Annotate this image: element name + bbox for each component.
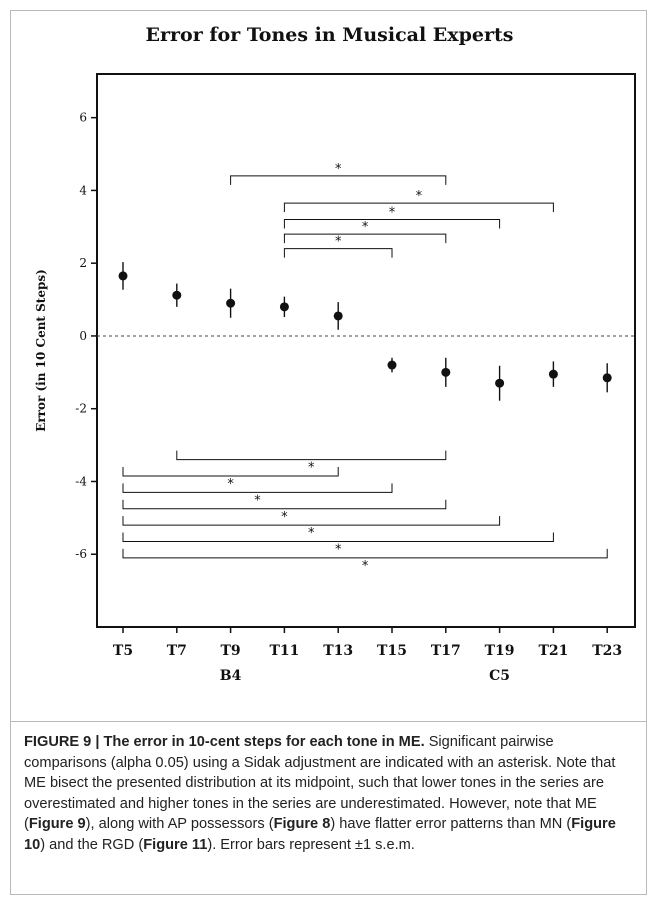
- significance-asterisk: *: [308, 461, 315, 476]
- significance-asterisk: *: [335, 543, 342, 558]
- significance-asterisk: *: [227, 477, 234, 492]
- figure-frame: [10, 10, 647, 895]
- comparison-bracket: *: [122, 532, 554, 558]
- x-sub-label: B4: [220, 668, 242, 684]
- point-marker: [495, 378, 505, 388]
- significance-asterisk: *: [362, 559, 369, 574]
- significance-asterisk: *: [335, 235, 342, 250]
- bracket-line: [122, 483, 393, 493]
- caption-text-3: ) have flatter error patterns than MN (: [330, 816, 572, 833]
- bracket-line: [230, 175, 447, 185]
- data-points: [118, 262, 612, 401]
- significance-asterisk: *: [389, 206, 396, 221]
- significance-asterisk: *: [254, 493, 261, 508]
- bracket-line: [122, 548, 608, 559]
- caption-text-1: Significant pairwise comparisons (alpha …: [24, 734, 616, 833]
- bracket-line: [122, 467, 339, 477]
- point-marker: [226, 298, 236, 308]
- caption-ref-figure-10[interactable]: Figure 10: [24, 816, 616, 853]
- significance-asterisk: *: [308, 526, 315, 541]
- x-sub-label: C5: [489, 668, 510, 684]
- bracket-line: [283, 202, 554, 213]
- bracket-line: [122, 499, 447, 510]
- chart-canvas: 6 4 2 0 -2 -4 -6 T5 T7 T9 T11 T13 T15 T17 T19 T21 T23 B4…: [34, 73, 636, 684]
- x-tick-label: T23: [592, 643, 622, 659]
- comparison-bracket: *: [122, 467, 339, 492]
- significance-asterisk: *: [416, 189, 423, 204]
- significance-asterisk: *: [335, 162, 342, 177]
- data-point: [279, 296, 289, 318]
- comparison-bracket: *: [176, 450, 447, 476]
- caption-divider: [10, 721, 647, 722]
- bracket-line: [283, 248, 393, 258]
- point-marker: [441, 367, 451, 377]
- plot-frame: [96, 73, 636, 628]
- data-point: [387, 357, 397, 373]
- caption-ref-figure-9[interactable]: Figure 9: [28, 816, 86, 833]
- x-tick-label: T9: [221, 643, 241, 659]
- x-tick-label: T21: [538, 643, 568, 659]
- data-point: [118, 262, 128, 290]
- data-point: [333, 302, 343, 330]
- x-tick-label: T13: [323, 643, 353, 659]
- comparison-bracket: *: [283, 206, 501, 229]
- caption-label: FIGURE 9 | The error in 10-cent steps fo…: [24, 734, 425, 750]
- figure-caption: FIGURE 9 | The error in 10-cent steps fo…: [24, 732, 636, 856]
- chart-title: Error for Tones in Musical Experts: [145, 24, 514, 46]
- comparison-bracket: *: [122, 548, 608, 574]
- comparison-bracket: *: [283, 235, 393, 258]
- plot-border: [96, 73, 636, 628]
- comparison-bracket: *: [230, 162, 447, 185]
- y-tick-label: -2: [75, 402, 87, 416]
- x-tick-label: T19: [485, 643, 515, 659]
- y-tick-label: 6: [79, 111, 87, 125]
- x-axis: T5 T7 T9 T11 T13 T15 T17 T19 T21 T23 B4 C5: [113, 627, 622, 684]
- bracket-line: [283, 219, 501, 229]
- bracket-line: [122, 516, 501, 526]
- caption-ref-figure-11[interactable]: Figure 11: [143, 836, 208, 853]
- y-tick-label: -6: [75, 547, 87, 561]
- caption-text-5: ). Error bars represent ±1 s.e.m.: [207, 836, 415, 853]
- bracket-line: [176, 450, 447, 461]
- point-marker: [548, 369, 558, 379]
- y-tick-label: 4: [79, 183, 87, 197]
- data-point: [226, 288, 236, 318]
- comparison-brackets: * * * * * * * * * * * *: [122, 162, 608, 574]
- comparison-bracket: *: [122, 499, 447, 525]
- point-marker: [333, 311, 343, 321]
- significance-asterisk: *: [362, 220, 369, 235]
- point-marker: [387, 360, 397, 370]
- bracket-line: [122, 532, 554, 543]
- point-marker: [279, 302, 289, 312]
- x-tick-label: T5: [113, 643, 133, 659]
- data-point: [548, 361, 558, 387]
- significance-asterisk: *: [281, 510, 288, 525]
- x-tick-label: T17: [431, 643, 461, 659]
- point-marker: [172, 290, 182, 300]
- comparison-bracket: *: [283, 220, 447, 244]
- caption-text-4: ) and the RGD (: [40, 836, 144, 853]
- point-marker: [118, 271, 128, 281]
- caption-text-2: ), along with AP possessors (: [85, 816, 274, 833]
- x-tick-label: T11: [269, 643, 299, 659]
- caption-ref-figure-8[interactable]: Figure 8: [273, 816, 331, 833]
- data-point: [172, 283, 182, 307]
- y-tick-label: 0: [79, 329, 87, 343]
- point-marker: [602, 373, 612, 383]
- comparison-bracket: *: [122, 483, 393, 508]
- y-axis-label: Error (in 10 Cent Steps): [34, 269, 48, 432]
- data-point: [495, 365, 505, 401]
- comparison-bracket: *: [283, 189, 554, 213]
- y-axis: 6 4 2 0 -2 -4 -6: [75, 111, 97, 561]
- data-point: [602, 363, 612, 393]
- x-tick-label: T15: [377, 643, 407, 659]
- y-tick-label: -4: [75, 474, 87, 488]
- data-point: [441, 357, 451, 387]
- x-tick-label: T7: [167, 643, 187, 659]
- bracket-line: [283, 233, 447, 244]
- y-tick-label: 2: [79, 256, 87, 270]
- comparison-bracket: *: [122, 516, 501, 541]
